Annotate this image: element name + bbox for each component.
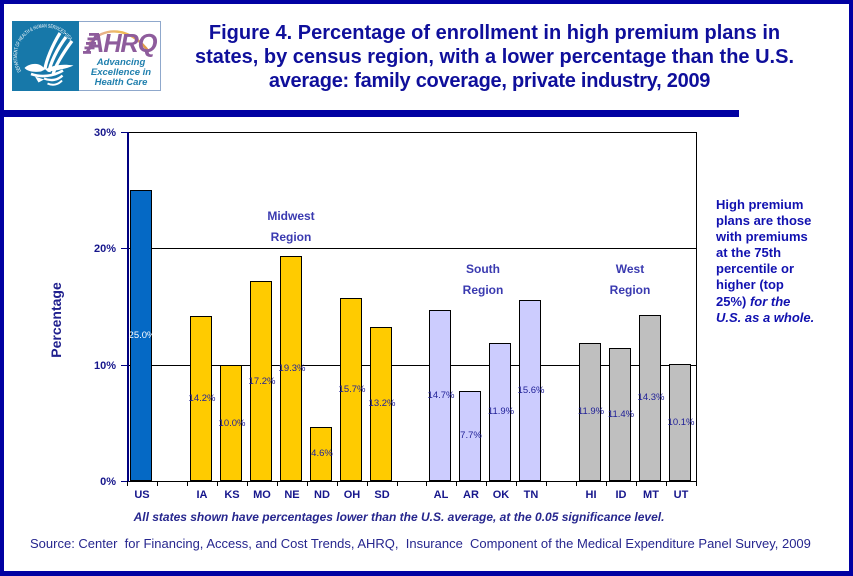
- svg-text:Excellence in: Excellence in: [91, 67, 151, 78]
- svg-text:Advancing: Advancing: [96, 57, 146, 68]
- svg-text:Health Care: Health Care: [95, 77, 149, 88]
- svg-text:AHRQ: AHRQ: [85, 30, 158, 58]
